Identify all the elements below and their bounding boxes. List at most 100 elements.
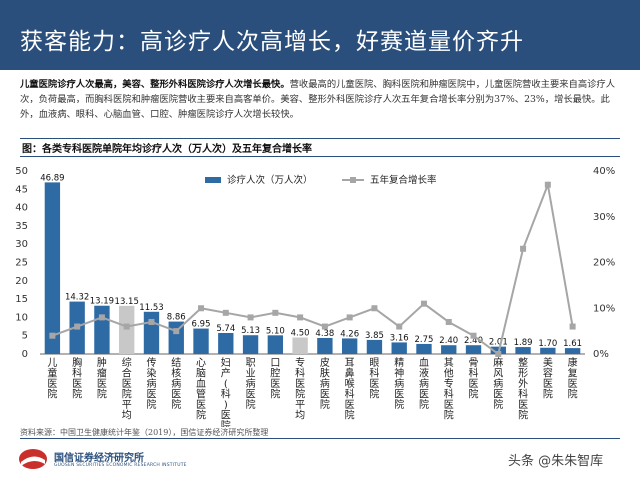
y-right-tick-label: 10% [593,303,615,314]
footer-divider [20,438,620,439]
bar [218,332,234,354]
bar-value-label: 2.40 [464,336,483,346]
growth-rate-point [520,245,527,252]
bar-value-label: 2.75 [415,335,434,345]
bar [94,305,110,354]
bar [564,348,581,354]
bar-value-label: 14.32 [65,293,89,303]
growth-rate-point [544,181,551,188]
growth-rate-point [148,318,155,325]
y-left-tick-label: 45 [15,184,28,195]
x-category-label: 口腔医院 [270,358,280,401]
bar-value-label: 5.10 [266,326,285,336]
y-left-tick-label: 40 [15,203,28,214]
y-left-tick-label: 0 [22,349,28,360]
bar-value-label: 3.85 [365,331,384,341]
bar-value-label: 2.01 [489,338,508,348]
bar-value-label: 8.86 [167,313,186,323]
x-category-label: 胸科医院 [72,356,82,401]
x-category-label: 美容医院 [543,356,553,401]
bar-value-label: 6.95 [192,320,211,330]
y-left-tick-label: 50 [15,166,28,177]
bar [391,342,407,354]
bar [292,337,308,354]
growth-rate-point [445,318,452,325]
growth-rate-point [420,300,427,307]
summary-text: 儿童医院诊疗人次最高，美容、整形外科医院诊疗人次增长最快。营收最高的儿童医院、胸… [20,77,620,122]
y-right-tick-label: 0% [593,349,609,360]
x-category-label: 整形外科医院 [518,356,528,422]
logo-mark-icon [19,449,47,469]
growth-rate-point [222,309,229,316]
growth-rate-point [371,305,378,312]
y-right-tick-label: 40% [593,166,615,177]
page-title: 获客能力：高诊疗人次高增长，好赛道量价齐升 [20,29,524,55]
bar-value-label: 1.70 [538,339,557,349]
bar [44,182,61,354]
bar [515,347,531,354]
bar-value-label: 4.26 [340,329,359,339]
growth-rate-point [198,305,205,312]
bar-value-label: 46.89 [40,173,64,183]
growth-rate-point [396,323,403,330]
logo-name: 国信证券经济研究所 [54,453,144,464]
growth-rate-line [52,181,574,356]
x-category-label: 血液病医院 [419,356,429,411]
growth-rate-point [49,332,56,339]
x-category-label: 专科医院平均 [295,356,305,422]
growth-rate-point [569,323,576,330]
bar [366,339,383,354]
growth-rate-point [495,351,502,357]
bar [119,305,135,354]
growth-rate-point [98,314,105,321]
bar [317,337,333,354]
y-right-tick-label: 20% [593,258,615,269]
bar [267,335,284,354]
y-left-tick-label: 30 [15,239,28,250]
legend-line-marker [350,177,356,183]
growth-rate-point [272,309,279,316]
bar-value-label: 1.61 [563,339,582,349]
legend-bar-label: 诊疗人次（万人次） [227,174,313,186]
x-category-label: 其他专科医院 [444,357,454,422]
y-left-tick-label: 20 [15,276,28,287]
x-category-label: 肿瘤医院 [97,356,107,401]
y-left-tick-label: 15 [15,294,28,305]
bar [441,345,457,354]
x-category-label: 骨科医院 [469,357,479,401]
bar [143,311,160,354]
y-right-tick-label: 30% [593,212,615,223]
bar-value-label: 13.15 [115,297,139,307]
y-left-tick-label: 35 [15,221,28,232]
growth-rate-point [247,314,254,321]
bar-value-label: 4.50 [291,329,310,339]
watermark: 头条 @朱朱智库 [508,454,604,469]
growth-rate-point [321,323,328,330]
x-category-label: 麻风病医院 [493,356,503,411]
bar-value-label: 3.16 [390,333,409,343]
bar-value-label: 11.53 [139,303,163,313]
figure-caption: 图：各类专科医院单院年均诊疗人次（万人次）及五年复合增长率 [22,144,312,155]
chart: 0 5 10 15 20 25 30 35 40 45 50 0% 10% 20% 30% 40% 46.89 1… [15,166,615,427]
summary-body: 营收最高的儿童医院、胸科医院和肿瘤医院中，儿童医院营收主要来自高诊疗人次，负荷最… [20,79,616,120]
x-category-label: 康复医院 [568,356,578,401]
growth-rate-point [74,323,81,330]
growth-rate-point [173,328,180,335]
x-category-label: 心脑血管医院 [196,357,206,422]
x-category-label: 综合医院平均 [122,356,132,422]
bar-value-label: 13.19 [90,297,114,307]
bar-value-label: 5.74 [216,324,235,334]
figure-caption-bar: 图：各类专科医院单院年均诊疗人次（万人次）及五年复合增长率 [20,138,620,157]
bar-value-label: 4.38 [315,329,334,339]
bar-value-label: 2.40 [439,336,458,346]
y-left-tick-label: 10 [15,312,28,323]
growth-rate-point [470,332,477,339]
growth-rate-point [123,323,130,330]
bar-value-label: 1.89 [514,338,533,348]
growth-rate-point [297,314,304,321]
y-left-tick-label: 25 [15,258,28,269]
x-category-label: 结核病医院 [171,356,181,411]
x-category-label: 职业病医院 [246,357,256,411]
growth-rate-point [346,314,353,321]
title-bar: 获客能力：高诊疗人次高增长，好赛道量价齐升 [0,0,640,70]
